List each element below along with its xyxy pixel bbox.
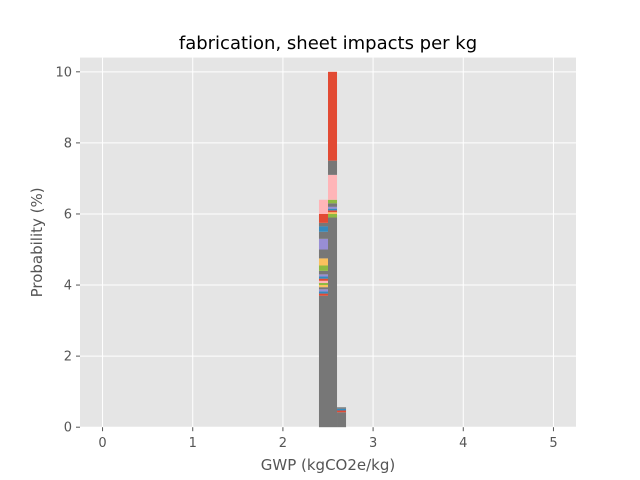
bar-segment	[318, 289, 328, 292]
x-tick-label: 4	[459, 436, 467, 451]
bar-segment	[337, 407, 347, 409]
bar-segment	[318, 287, 328, 290]
x-tick-label: 0	[98, 436, 106, 451]
bar-segment	[328, 174, 338, 200]
bar-segment	[328, 160, 338, 175]
x-tick-label: 3	[369, 436, 377, 451]
bar-segment	[318, 238, 328, 250]
bar-segment	[318, 258, 328, 266]
histogram-bar-2	[328, 71, 338, 428]
x-axis-label: GWP (kgCO2e/kg)	[261, 456, 396, 474]
bar-segment	[328, 71, 338, 161]
bar-segment	[337, 410, 347, 413]
bar-segment	[337, 408, 347, 411]
bar-segment	[318, 276, 328, 279]
bar-segment	[318, 295, 328, 428]
bar-segment	[318, 274, 328, 277]
x-tick-label: 5	[549, 436, 557, 451]
bar-segment	[328, 213, 338, 218]
y-tick-label: 4	[64, 279, 72, 294]
bar-segment	[328, 203, 338, 207]
bar-segment	[328, 206, 338, 209]
x-tick-label: 1	[189, 436, 197, 451]
bar-segment	[318, 282, 328, 286]
bar-segment	[318, 231, 328, 239]
bar-segment	[318, 270, 328, 275]
histogram-bar-1	[318, 199, 328, 428]
y-axis-label: Probability (%)	[28, 187, 46, 297]
bar-segment	[318, 249, 328, 259]
bar-segment	[328, 212, 338, 214]
y-tick-label: 6	[64, 207, 72, 222]
bar-segment	[328, 217, 338, 428]
bar-segment	[328, 208, 338, 211]
bar-segment	[318, 265, 328, 271]
bar-segment	[328, 210, 338, 213]
bar-segment	[318, 199, 328, 214]
bar-segment	[337, 412, 347, 428]
bar-segment	[318, 222, 328, 227]
bar-segment	[318, 291, 328, 294]
y-tick-label: 10	[55, 65, 72, 80]
bar-segment	[318, 226, 328, 232]
bar-segment	[318, 278, 328, 281]
y-tick-label: 2	[64, 350, 72, 365]
x-tick-label: 2	[279, 436, 287, 451]
bar-segment	[328, 199, 338, 204]
bar-segment	[318, 293, 328, 296]
y-tick-label: 0	[64, 421, 72, 436]
x-axis-ticks: 0 1 2 3 4 5	[98, 427, 558, 451]
bar-segment	[318, 280, 328, 283]
y-tick-label: 8	[64, 136, 72, 151]
bars	[318, 71, 347, 428]
bar-segment	[318, 213, 328, 223]
chart-title: fabrication, sheet impacts per kg	[179, 33, 477, 54]
histogram-bar-3	[337, 407, 347, 428]
bar-segment	[318, 285, 328, 288]
y-axis-ticks: 0 2 4 6 8 10	[55, 65, 80, 436]
